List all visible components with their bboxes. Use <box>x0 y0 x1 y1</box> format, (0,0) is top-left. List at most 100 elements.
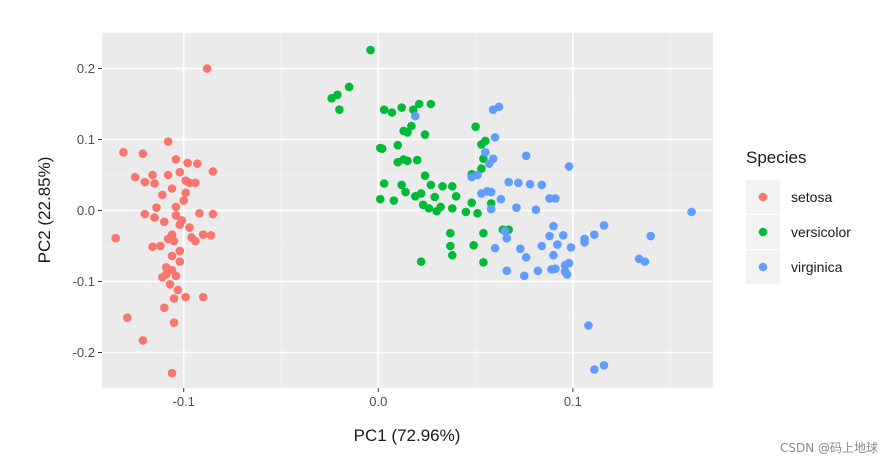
point-virginica <box>533 266 543 276</box>
point-virginica <box>553 240 562 249</box>
point-setosa <box>171 211 181 220</box>
point-versicolor <box>447 204 457 213</box>
point-virginica <box>484 159 494 168</box>
point-setosa <box>167 368 177 378</box>
point-setosa <box>150 179 159 188</box>
point-versicolor <box>344 82 354 92</box>
y-tick-label: 0.0 <box>77 203 95 218</box>
point-virginica <box>562 270 572 279</box>
point-virginica <box>490 133 500 142</box>
point-versicolor <box>401 187 410 197</box>
data-points <box>111 45 696 378</box>
point-versicolor <box>393 140 403 150</box>
point-virginica <box>467 172 477 182</box>
legend-label-virginica: virginica <box>791 259 843 275</box>
point-versicolor <box>479 228 488 238</box>
point-versicolor <box>403 156 412 166</box>
point-setosa <box>122 313 132 323</box>
point-versicolor <box>379 179 389 188</box>
point-versicolor <box>389 196 399 205</box>
point-virginica <box>558 231 568 240</box>
point-setosa <box>156 241 165 251</box>
point-setosa <box>208 209 218 219</box>
point-virginica <box>488 105 498 114</box>
point-setosa <box>165 280 175 289</box>
point-versicolor <box>430 192 440 202</box>
point-setosa <box>148 242 157 252</box>
point-virginica <box>549 221 558 231</box>
point-setosa <box>158 272 167 282</box>
point-setosa <box>179 196 189 205</box>
point-virginica <box>502 233 512 243</box>
point-versicolor <box>447 250 457 260</box>
point-setosa <box>167 184 177 193</box>
point-virginica <box>512 203 521 212</box>
point-virginica <box>584 321 593 330</box>
point-virginica <box>521 253 531 262</box>
point-virginica <box>514 178 523 188</box>
point-versicolor <box>477 164 486 173</box>
point-setosa <box>167 251 177 261</box>
point-setosa <box>171 202 181 212</box>
point-versicolor <box>479 258 488 267</box>
point-versicolor <box>446 241 455 251</box>
point-setosa <box>169 318 179 327</box>
point-virginica <box>590 230 599 239</box>
point-virginica <box>531 205 541 215</box>
point-setosa <box>194 209 204 218</box>
point-setosa <box>175 167 185 177</box>
x-tick-label: -0.1 <box>173 394 195 409</box>
point-virginica <box>486 187 496 197</box>
point-virginica <box>410 111 420 121</box>
legend-swatch-setosa <box>758 192 768 202</box>
point-virginica <box>564 258 574 268</box>
point-versicolor <box>467 198 477 207</box>
point-versicolor <box>432 206 441 216</box>
point-virginica <box>549 250 558 260</box>
point-virginica <box>525 179 535 189</box>
point-versicolor <box>397 180 406 190</box>
point-versicolor <box>473 209 482 218</box>
point-setosa <box>198 230 208 239</box>
legend-title: Species <box>746 148 806 167</box>
point-setosa <box>119 147 128 157</box>
point-versicolor <box>327 94 336 103</box>
point-setosa <box>183 158 192 168</box>
point-versicolor <box>471 122 480 132</box>
point-virginica <box>504 177 513 187</box>
point-setosa <box>181 188 190 198</box>
point-virginica <box>687 207 696 217</box>
point-versicolor <box>375 194 385 204</box>
x-axis-title: PC1 (72.96%) <box>354 426 461 445</box>
point-versicolor <box>469 240 478 250</box>
point-virginica <box>551 194 560 203</box>
point-virginica <box>490 243 500 253</box>
point-virginica <box>481 147 490 157</box>
point-setosa <box>173 285 183 295</box>
point-virginica <box>496 194 506 204</box>
point-virginica <box>537 241 547 251</box>
point-setosa <box>138 336 148 345</box>
legend-label-setosa: setosa <box>791 189 832 205</box>
y-axis-title: PC2 (22.85%) <box>35 157 54 264</box>
point-virginica <box>551 264 560 274</box>
point-virginica <box>521 151 531 161</box>
point-versicolor <box>447 182 457 191</box>
point-versicolor <box>451 192 461 201</box>
point-versicolor <box>377 144 387 154</box>
point-versicolor <box>393 157 403 167</box>
point-setosa <box>206 231 216 240</box>
point-versicolor <box>446 228 455 238</box>
point-setosa <box>191 178 200 188</box>
legend-swatch-versicolor <box>758 227 768 237</box>
point-virginica <box>566 243 576 252</box>
point-versicolor <box>412 155 422 165</box>
point-versicolor <box>379 105 389 114</box>
point-setosa <box>171 155 181 164</box>
point-virginica <box>599 360 609 370</box>
point-virginica <box>516 244 525 254</box>
point-setosa <box>198 292 208 302</box>
point-versicolor <box>414 99 424 109</box>
legend-label-versicolor: versicolor <box>791 224 851 240</box>
